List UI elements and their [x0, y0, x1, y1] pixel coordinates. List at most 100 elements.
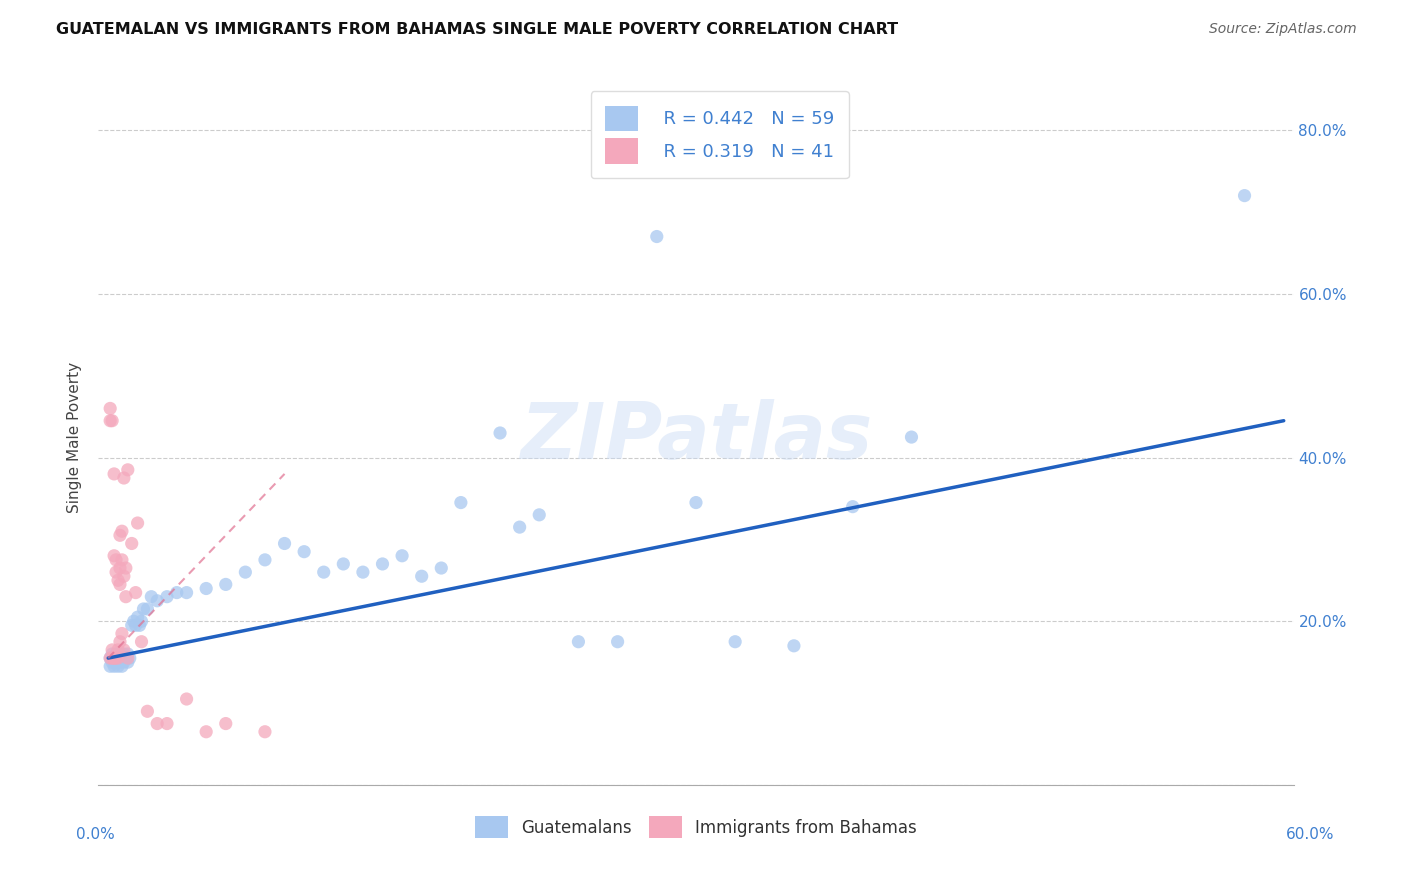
Immigrants from Bahamas: [105, 553, 128, 567]
Guatemalans: [98, 659, 121, 673]
Guatemalans: [141, 590, 163, 604]
Guatemalans: [606, 634, 628, 648]
Guatemalans: [411, 569, 433, 583]
Guatemalans: [195, 582, 218, 596]
Text: 60.0%: 60.0%: [1286, 827, 1334, 841]
Guatemalans: [105, 655, 128, 669]
Guatemalans: [371, 557, 394, 571]
Guatemalans: [124, 618, 146, 632]
Guatemalans: [292, 544, 315, 558]
Guatemalans: [117, 655, 139, 669]
Immigrants from Bahamas: [121, 536, 143, 550]
Guatemalans: [111, 651, 134, 665]
Immigrants from Bahamas: [103, 651, 125, 665]
Immigrants from Bahamas: [103, 549, 125, 563]
Immigrants from Bahamas: [101, 651, 124, 665]
Guatemalans: [645, 229, 668, 244]
Guatemalans: [112, 655, 135, 669]
Immigrants from Bahamas: [117, 651, 139, 665]
Guatemalans: [121, 618, 143, 632]
Guatemalans: [685, 495, 707, 509]
Guatemalans: [312, 565, 335, 579]
Immigrants from Bahamas: [108, 634, 131, 648]
Guatemalans: [352, 565, 374, 579]
Text: GUATEMALAN VS IMMIGRANTS FROM BAHAMAS SINGLE MALE POVERTY CORRELATION CHART: GUATEMALAN VS IMMIGRANTS FROM BAHAMAS SI…: [56, 22, 898, 37]
Guatemalans: [215, 577, 238, 591]
Guatemalans: [166, 585, 188, 599]
Immigrants from Bahamas: [98, 414, 121, 428]
Guatemalans: [107, 659, 129, 673]
Guatemalans: [103, 659, 125, 673]
Guatemalans: [724, 634, 747, 648]
Guatemalans: [529, 508, 551, 522]
Guatemalans: [103, 651, 125, 665]
Immigrants from Bahamas: [107, 574, 129, 588]
Immigrants from Bahamas: [111, 553, 134, 567]
Guatemalans: [101, 647, 124, 661]
Guatemalans: [841, 500, 863, 514]
Guatemalans: [509, 520, 531, 534]
Guatemalans: [122, 614, 145, 628]
Immigrants from Bahamas: [107, 643, 129, 657]
Guatemalans: [108, 647, 131, 661]
Immigrants from Bahamas: [101, 414, 124, 428]
Immigrants from Bahamas: [176, 692, 198, 706]
Immigrants from Bahamas: [112, 643, 135, 657]
Guatemalans: [105, 647, 128, 661]
Guatemalans: [101, 655, 124, 669]
Immigrants from Bahamas: [115, 590, 138, 604]
Guatemalans: [136, 602, 159, 616]
Guatemalans: [235, 565, 257, 579]
Immigrants from Bahamas: [112, 569, 135, 583]
Immigrants from Bahamas: [115, 561, 138, 575]
Immigrants from Bahamas: [111, 626, 134, 640]
Legend: Guatemalans, Immigrants from Bahamas: Guatemalans, Immigrants from Bahamas: [467, 808, 925, 847]
Guatemalans: [567, 634, 589, 648]
Immigrants from Bahamas: [98, 401, 121, 416]
Immigrants from Bahamas: [105, 651, 128, 665]
Immigrants from Bahamas: [124, 585, 146, 599]
Guatemalans: [131, 614, 153, 628]
Guatemalans: [176, 585, 198, 599]
Immigrants from Bahamas: [131, 634, 153, 648]
Guatemalans: [118, 651, 141, 665]
Guatemalans: [111, 659, 134, 673]
Immigrants from Bahamas: [253, 724, 276, 739]
Text: 0.0%: 0.0%: [76, 827, 115, 841]
Guatemalans: [115, 651, 138, 665]
Guatemalans: [273, 536, 295, 550]
Immigrants from Bahamas: [103, 651, 125, 665]
Guatemalans: [430, 561, 453, 575]
Guatemalans: [391, 549, 413, 563]
Immigrants from Bahamas: [101, 643, 124, 657]
Immigrants from Bahamas: [195, 724, 218, 739]
Immigrants from Bahamas: [146, 716, 169, 731]
Immigrants from Bahamas: [108, 577, 131, 591]
Immigrants from Bahamas: [107, 651, 129, 665]
Immigrants from Bahamas: [103, 467, 125, 481]
Immigrants from Bahamas: [98, 651, 121, 665]
Guatemalans: [132, 602, 155, 616]
Immigrants from Bahamas: [156, 716, 179, 731]
Immigrants from Bahamas: [127, 516, 149, 530]
Guatemalans: [1233, 188, 1256, 202]
Immigrants from Bahamas: [108, 528, 131, 542]
Guatemalans: [900, 430, 922, 444]
Guatemalans: [450, 495, 472, 509]
Guatemalans: [253, 553, 276, 567]
Guatemalans: [332, 557, 354, 571]
Guatemalans: [107, 651, 129, 665]
Guatemalans: [146, 594, 169, 608]
Guatemalans: [156, 590, 179, 604]
Immigrants from Bahamas: [108, 561, 131, 575]
Guatemalans: [98, 651, 121, 665]
Y-axis label: Single Male Poverty: Single Male Poverty: [67, 361, 83, 513]
Guatemalans: [127, 610, 149, 624]
Text: ZIPatlas: ZIPatlas: [520, 399, 872, 475]
Immigrants from Bahamas: [215, 716, 238, 731]
Guatemalans: [117, 647, 139, 661]
Guatemalans: [128, 618, 150, 632]
Immigrants from Bahamas: [105, 565, 128, 579]
Text: Source: ZipAtlas.com: Source: ZipAtlas.com: [1209, 22, 1357, 37]
Guatemalans: [108, 655, 131, 669]
